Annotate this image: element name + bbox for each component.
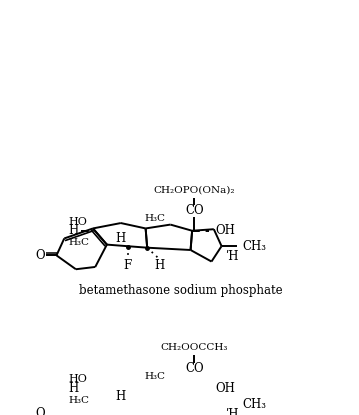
Text: CH₂OPO(ONa)₂: CH₂OPO(ONa)₂ bbox=[154, 186, 235, 195]
Text: betamethasone sodium phosphate: betamethasone sodium phosphate bbox=[79, 283, 282, 297]
Text: CH₃: CH₃ bbox=[242, 239, 266, 253]
Text: HO: HO bbox=[69, 374, 88, 384]
Text: O: O bbox=[36, 249, 45, 262]
Text: OH: OH bbox=[215, 224, 235, 237]
Text: H₃C: H₃C bbox=[69, 238, 90, 247]
Text: H: H bbox=[68, 382, 78, 395]
Text: CH₂OOCCH₃: CH₂OOCCH₃ bbox=[161, 343, 228, 352]
Text: CH₃: CH₃ bbox=[242, 398, 266, 410]
Text: F: F bbox=[123, 259, 132, 272]
Text: CO: CO bbox=[185, 204, 204, 217]
Text: ʹH: ʹH bbox=[225, 408, 238, 415]
Text: H₃C: H₃C bbox=[144, 214, 165, 223]
Text: H₃C: H₃C bbox=[69, 395, 90, 405]
Text: H: H bbox=[116, 232, 126, 245]
Text: CO: CO bbox=[185, 362, 204, 375]
Text: ʹH: ʹH bbox=[225, 250, 238, 264]
Text: OH: OH bbox=[215, 382, 235, 395]
Text: H: H bbox=[154, 259, 165, 272]
Text: H₃C: H₃C bbox=[144, 372, 165, 381]
Text: O: O bbox=[36, 407, 45, 415]
Text: H: H bbox=[68, 224, 78, 237]
Text: HO: HO bbox=[69, 217, 88, 227]
Text: H: H bbox=[116, 390, 126, 403]
